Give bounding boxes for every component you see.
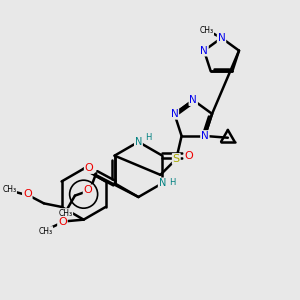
Text: H: H [145,134,152,142]
Text: N: N [200,46,208,56]
Text: N: N [170,109,178,119]
Text: N: N [135,137,142,147]
Text: H: H [169,178,175,187]
Text: O: O [85,163,94,173]
Text: N: N [201,131,209,141]
Text: CH₃: CH₃ [38,227,52,236]
Text: CH₃: CH₃ [2,185,16,194]
Text: N: N [189,95,197,105]
Text: N: N [218,33,225,43]
Text: O: O [184,151,193,161]
Text: O: O [23,189,32,199]
Text: O: O [84,185,92,195]
Text: CH₃: CH₃ [199,26,213,35]
Text: O: O [58,218,67,227]
Text: S: S [173,154,180,164]
Text: N: N [159,178,166,188]
Text: CH₃: CH₃ [58,209,73,218]
